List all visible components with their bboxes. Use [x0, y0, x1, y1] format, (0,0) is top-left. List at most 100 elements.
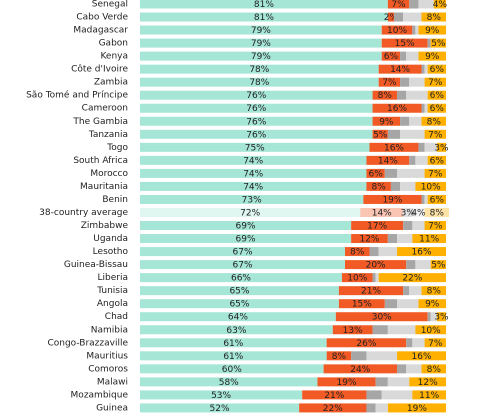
value-label: 10%: [347, 274, 367, 284]
bar-segment: [424, 338, 446, 348]
value-label: 3%: [401, 208, 416, 218]
row-label: Cabo Verde: [76, 13, 128, 23]
bar-segment: [140, 351, 327, 361]
bar-segment: [140, 142, 370, 152]
bar-segment: [418, 25, 446, 35]
bar-segment: [409, 0, 419, 9]
value-label: 14%: [372, 208, 392, 218]
row-label: Mauritius: [86, 351, 128, 361]
row-label: São Tomé and Príncipe: [26, 90, 128, 101]
value-label: 22%: [402, 274, 422, 284]
bar-segment: [427, 103, 446, 113]
value-label: 67%: [233, 261, 253, 271]
value-label: 9%: [425, 52, 440, 62]
bar-segment: [421, 103, 425, 113]
row-label: Congo-Brazzaville: [47, 338, 128, 348]
bar-segment: [378, 77, 401, 87]
value-label: 78%: [249, 65, 269, 75]
value-label: 7%: [428, 222, 443, 232]
bar-segment: [406, 51, 419, 61]
value-label: 26%: [356, 339, 376, 349]
bar-segment: [341, 273, 373, 283]
bar-segment: [415, 25, 419, 35]
bar-segment: [366, 168, 385, 178]
row-label: Gabon: [99, 39, 128, 49]
bar-segment: [381, 390, 413, 400]
value-label: 16%: [412, 352, 432, 362]
value-label: 22%: [323, 404, 343, 414]
value-label: 10%: [421, 182, 441, 192]
row-label: Guinea: [96, 403, 128, 413]
bar-segment: [400, 77, 410, 87]
bar-segment: [140, 38, 382, 48]
bar-segment: [406, 364, 422, 374]
bar-segment: [378, 64, 422, 74]
row-label: Lesotho: [93, 247, 129, 257]
bar-segment: [403, 12, 422, 22]
bar-segment: [424, 77, 446, 87]
value-label: 81%: [254, 0, 274, 10]
value-label: 8%: [427, 13, 442, 23]
bar-segment: [140, 403, 300, 413]
bar-segment: [140, 194, 364, 204]
bar-segment: [430, 312, 437, 322]
bar-segment: [412, 338, 425, 348]
bar-segment: [403, 221, 413, 231]
bar-segment: [436, 312, 446, 322]
row-label: Zimbabwe: [81, 221, 129, 231]
value-label: 15%: [395, 39, 415, 49]
value-label: 10%: [387, 26, 407, 36]
value-label: 75%: [245, 143, 265, 153]
bar-segment: [378, 273, 446, 283]
bar-segment: [409, 377, 446, 387]
bar-segment: [424, 207, 450, 217]
bar-segment: [381, 51, 401, 61]
bar-segment: [299, 403, 367, 413]
bar-segment: [140, 312, 336, 322]
bar-segment: [140, 207, 361, 217]
value-label: 63%: [226, 326, 246, 336]
value-label: 9%: [425, 26, 440, 36]
value-label: 7%: [391, 0, 406, 10]
bar-segment: [384, 299, 398, 309]
bar-segment: [418, 51, 446, 61]
bar-segment: [345, 260, 407, 270]
value-label: 9%: [425, 300, 440, 310]
bar-segment: [375, 403, 388, 413]
value-label: 69%: [236, 222, 256, 232]
row-label: Comoros: [88, 364, 128, 374]
bar-segment: [140, 390, 303, 400]
value-label: 4%: [433, 0, 448, 10]
bar-segment: [360, 207, 404, 217]
bar-segment: [326, 338, 407, 348]
bar-segment: [427, 312, 431, 322]
bar-segment: [406, 260, 416, 270]
bar-segment: [421, 286, 446, 296]
bar-segment: [424, 129, 446, 139]
bar-segment: [436, 142, 446, 152]
bar-segment: [302, 390, 367, 400]
value-label: 5%: [431, 261, 446, 271]
bar-segment: [140, 260, 346, 270]
bar-segment: [412, 207, 425, 217]
value-label: 7%: [428, 130, 443, 140]
value-label: 8%: [427, 117, 442, 127]
bar-segment: [332, 325, 373, 335]
bar-segment: [375, 377, 388, 387]
bar-segment: [397, 351, 446, 361]
bar-segment: [418, 142, 425, 152]
bar-segment: [418, 0, 434, 9]
bar-segment: [384, 168, 398, 178]
bar-segment: [366, 390, 382, 400]
value-label: 3%: [434, 313, 449, 323]
bar-segment: [412, 234, 446, 244]
row-label: The Gambia: [72, 117, 128, 127]
value-label: 78%: [249, 78, 269, 88]
bar-segment: [381, 38, 428, 48]
value-label: 60%: [222, 365, 242, 375]
row-label: Namibia: [91, 325, 128, 335]
row-label: Malawi: [97, 377, 128, 387]
bar-segment: [351, 351, 367, 361]
bar-segment: [400, 129, 425, 139]
bar-segment: [424, 103, 428, 113]
